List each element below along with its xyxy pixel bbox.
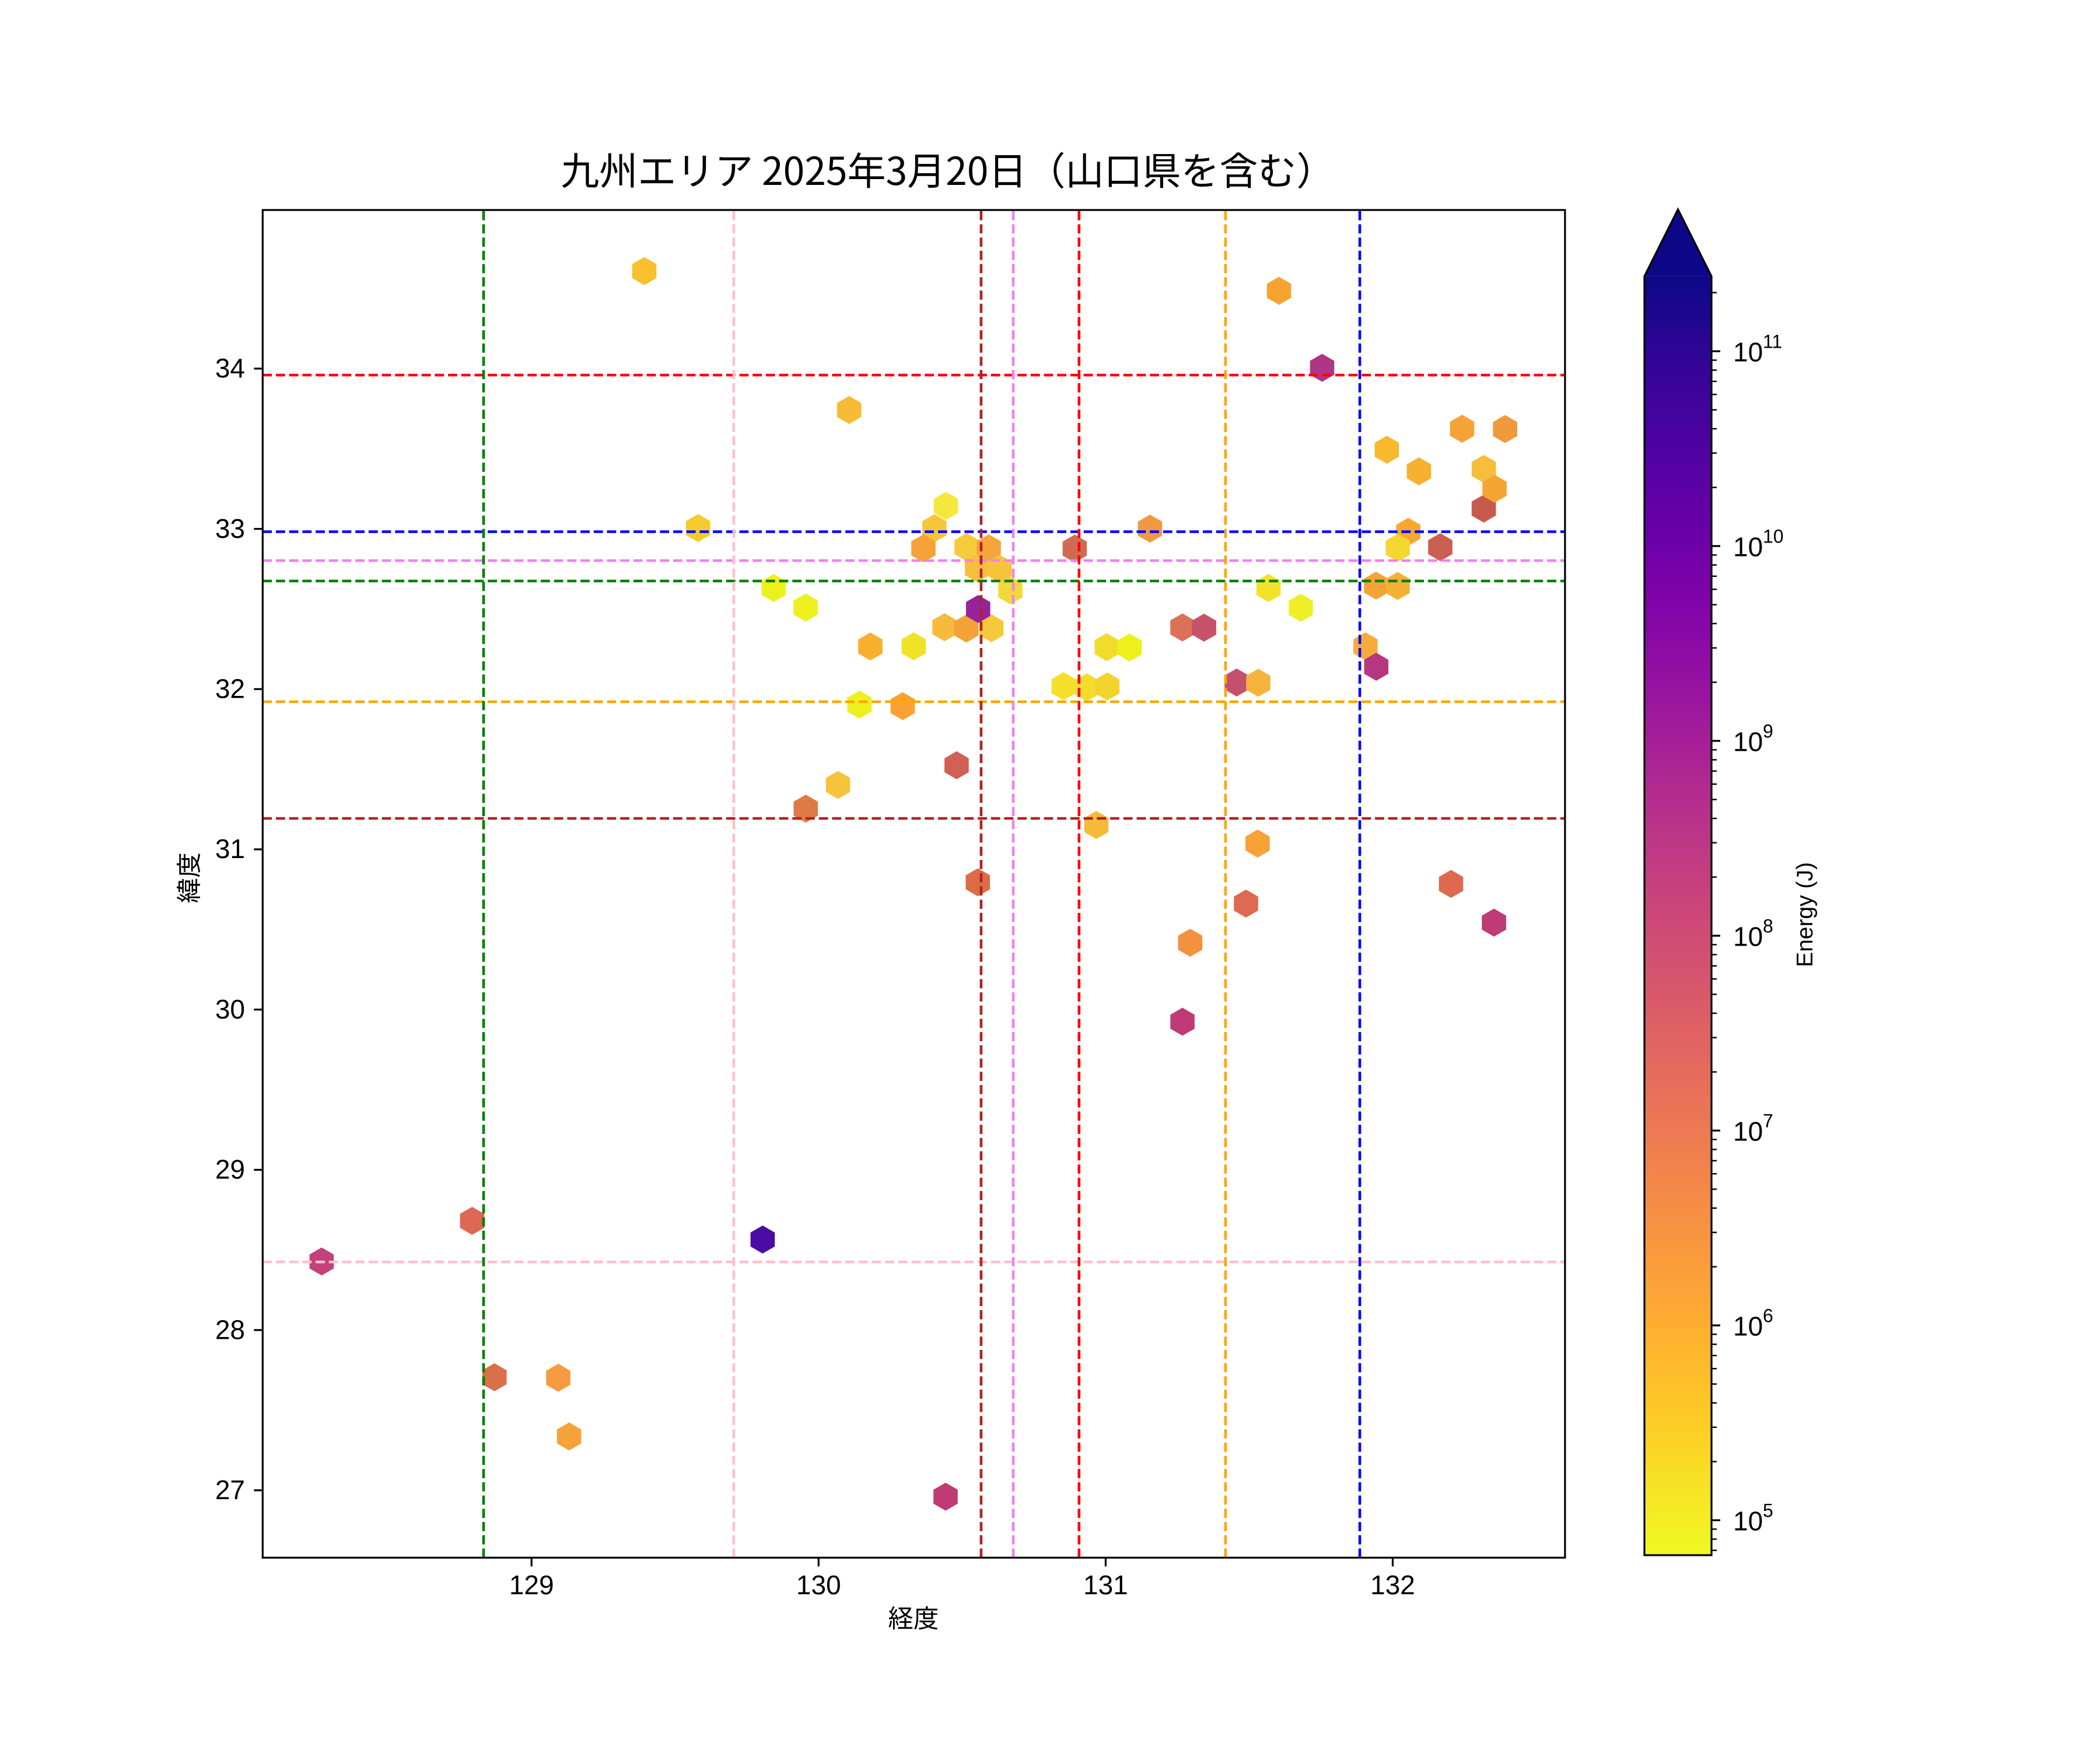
svg-text:9: 9 <box>1763 721 1773 742</box>
svg-text:29: 29 <box>215 1154 245 1185</box>
svg-text:129: 129 <box>509 1570 554 1600</box>
svg-text:11: 11 <box>1763 331 1782 352</box>
svg-text:8: 8 <box>1763 916 1773 937</box>
svg-text:10: 10 <box>1763 526 1784 547</box>
svg-text:31: 31 <box>215 834 245 864</box>
svg-text:6: 6 <box>1763 1306 1773 1326</box>
svg-text:28: 28 <box>215 1314 245 1345</box>
svg-text:Energy (J): Energy (J) <box>1793 862 1818 967</box>
svg-text:27: 27 <box>215 1475 245 1505</box>
svg-text:10: 10 <box>1733 921 1763 951</box>
svg-text:10: 10 <box>1733 1506 1763 1536</box>
svg-text:30: 30 <box>215 994 245 1024</box>
svg-text:7: 7 <box>1763 1111 1773 1132</box>
svg-text:10: 10 <box>1733 1311 1763 1341</box>
svg-text:130: 130 <box>796 1570 841 1600</box>
svg-text:132: 132 <box>1370 1570 1415 1600</box>
svg-text:33: 33 <box>215 513 245 544</box>
svg-text:32: 32 <box>215 674 245 704</box>
svg-text:10: 10 <box>1733 726 1763 757</box>
svg-text:131: 131 <box>1083 1570 1128 1600</box>
svg-text:10: 10 <box>1733 337 1763 367</box>
svg-text:10: 10 <box>1733 531 1763 562</box>
svg-text:34: 34 <box>215 353 245 383</box>
svg-text:10: 10 <box>1733 1116 1763 1146</box>
svg-text:5: 5 <box>1763 1500 1773 1521</box>
